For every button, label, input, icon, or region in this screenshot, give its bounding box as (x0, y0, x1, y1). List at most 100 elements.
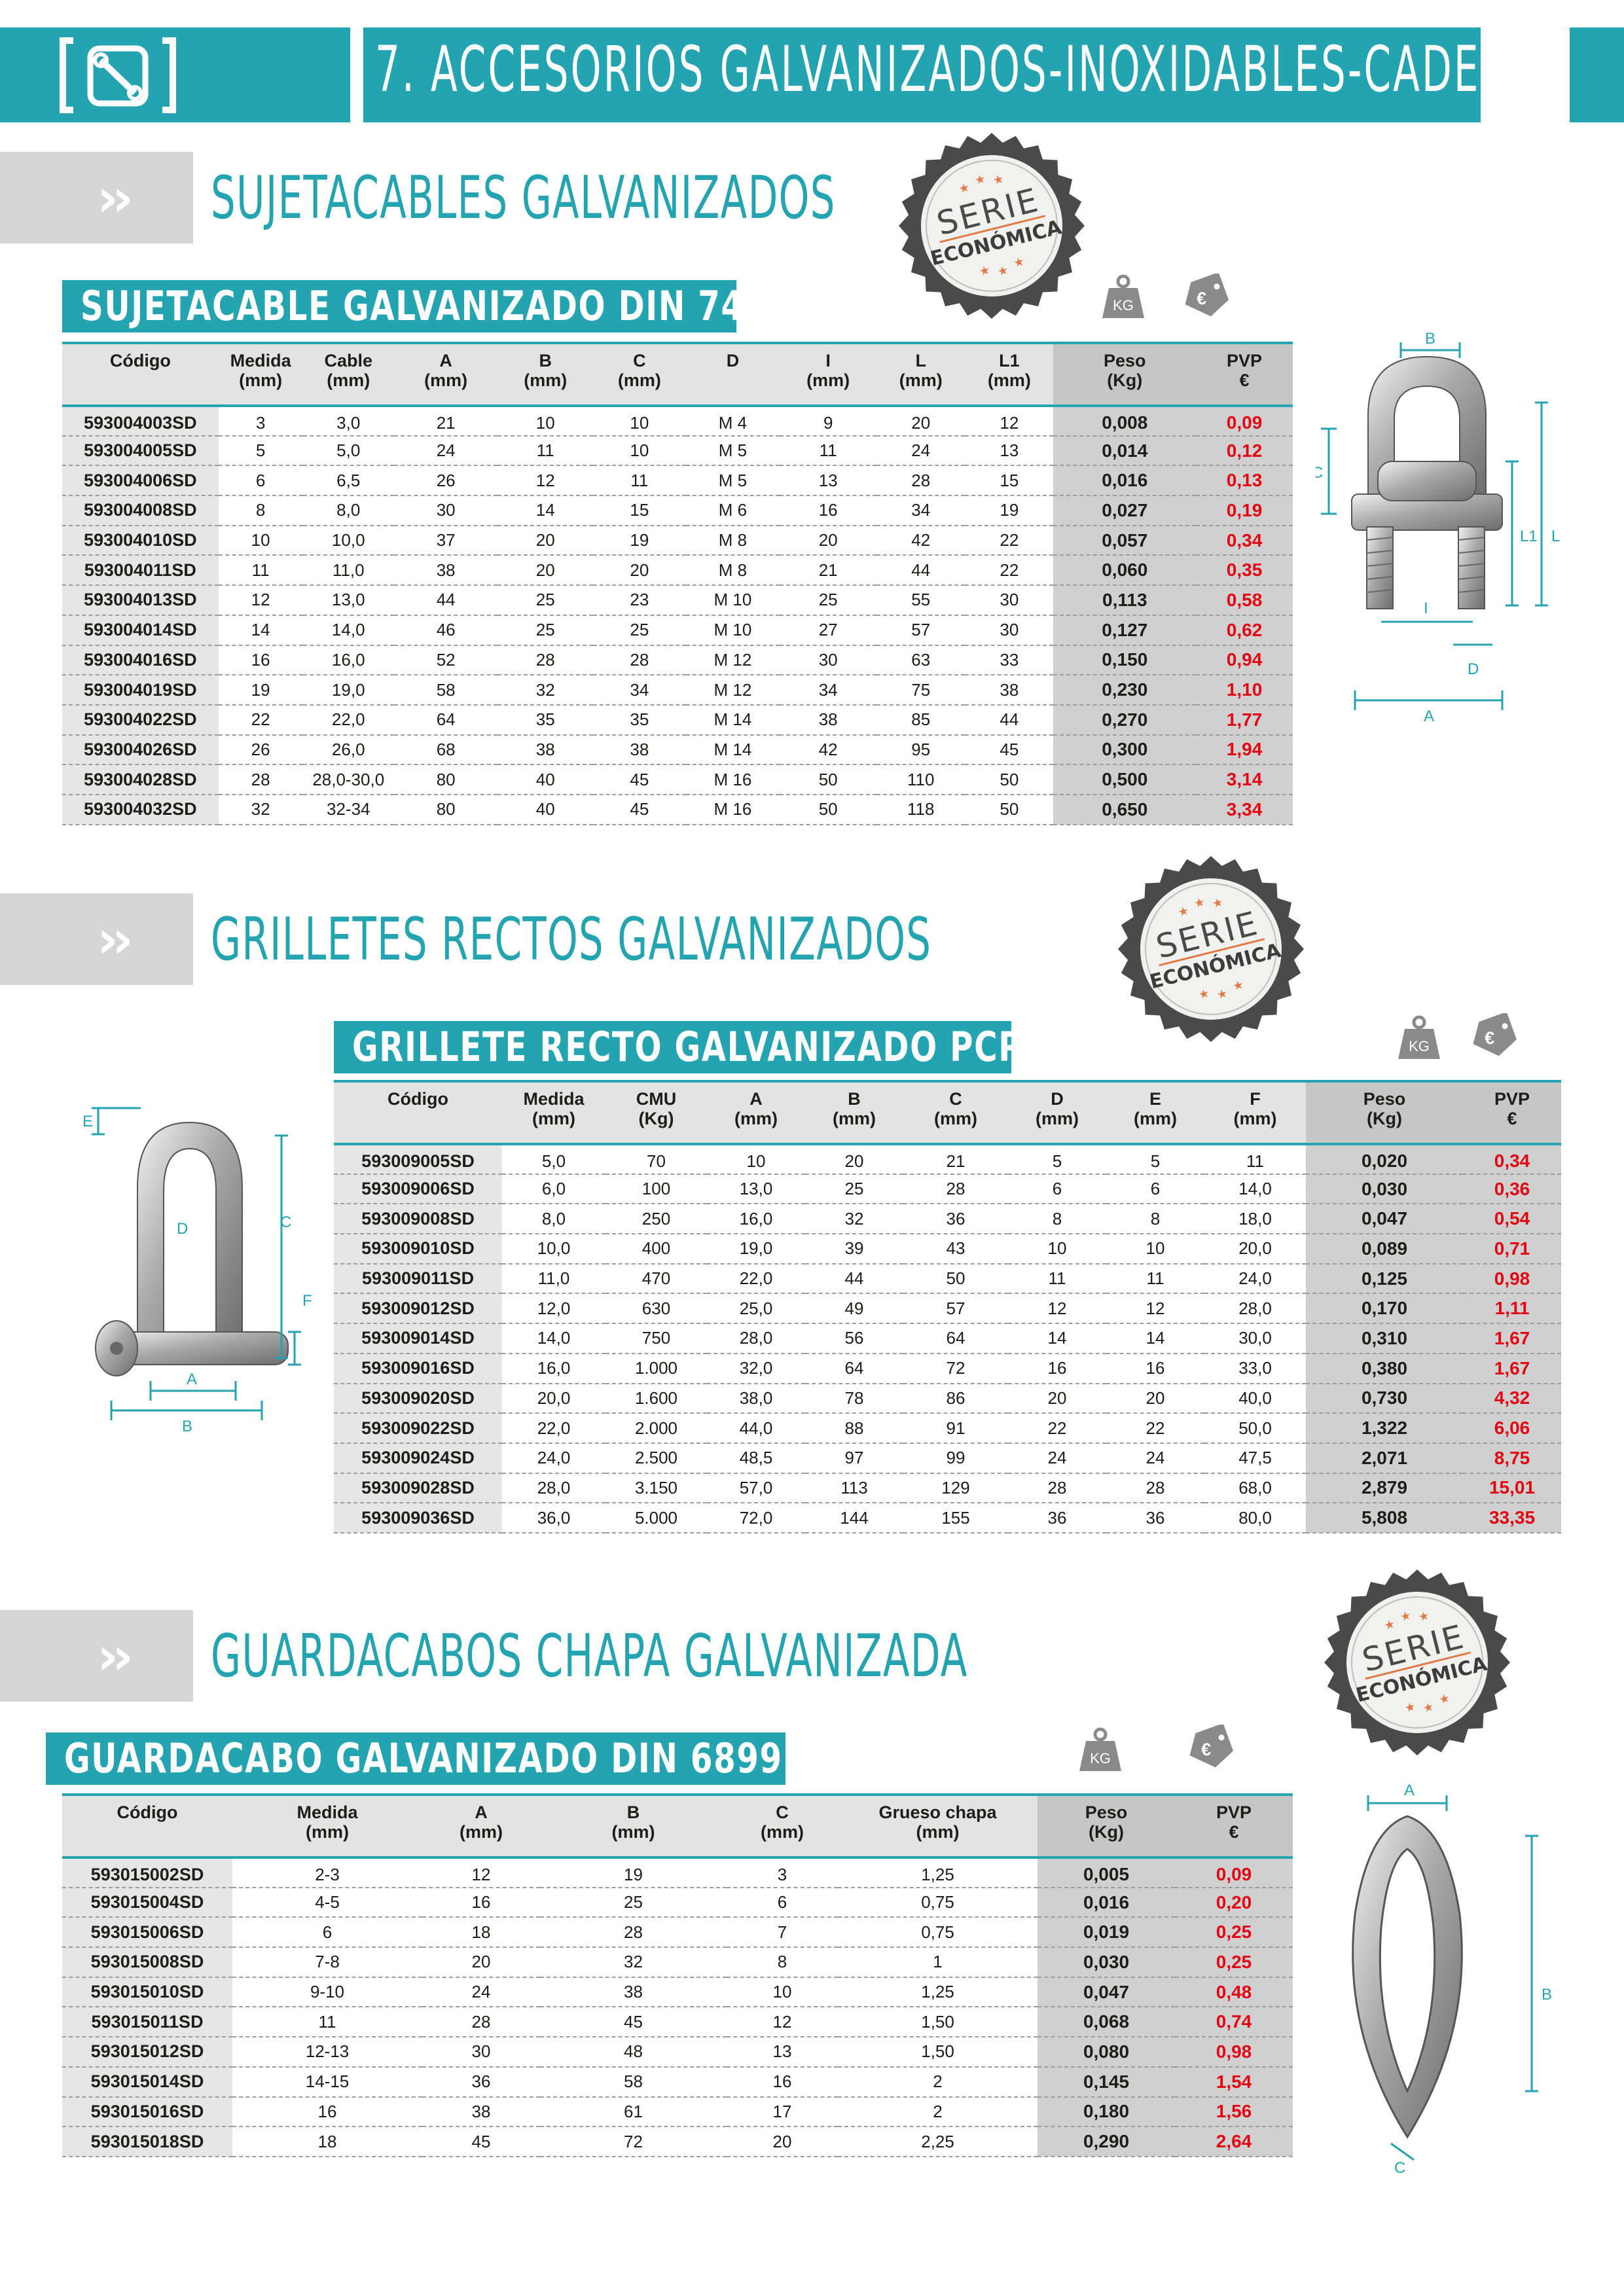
table-cell: 20 (593, 555, 686, 586)
header-gap (1481, 27, 1570, 122)
star-icon: ★ (1216, 986, 1229, 1002)
table-cell: 11 (232, 2007, 422, 2038)
table-row: 593009024SD 24,0 2.500 48,5 97 99 24 24 47,5 2,07… (334, 1443, 1561, 1474)
table-cell: 10 (1106, 1234, 1204, 1265)
column-header-unit: (mm) (806, 370, 850, 390)
column-header-unit: € (1239, 370, 1250, 390)
price-cell: 1,11 (1463, 1293, 1561, 1325)
section-arrow-1: ›› (0, 152, 193, 243)
price-cell: 0,74 (1175, 2007, 1293, 2038)
table-cell: 45 (422, 2126, 540, 2157)
table-cell: 32 (497, 675, 594, 706)
table-row: 593004003SD 3 3,0 21 10 10 M 4 9 20 12 0,008 0,09 (62, 406, 1293, 437)
table-row: 593015008SD 7-8 20 32 8 1 0,030 0,25 (62, 1947, 1293, 1978)
table-cell: 18 (422, 1917, 540, 1948)
header-bar: 7. ACCESORIOS GALVANIZADOS-INOXIDABLES-C… (363, 27, 1587, 122)
table-cell: 46 (393, 615, 498, 646)
table-cell: 19 (593, 525, 686, 556)
table-cell: 97 (805, 1443, 903, 1474)
price-cell: 0,98 (1175, 2037, 1293, 2068)
column-header-label: PVP (1216, 1803, 1252, 1822)
table-cell: 95 (876, 734, 965, 766)
column-header: Medida (mm) (218, 343, 303, 406)
product-code: 593004014SD (62, 615, 219, 646)
product-code: 593004022SD (62, 704, 219, 736)
table-cell: 630 (605, 1293, 707, 1325)
badge-divider (1159, 938, 1265, 967)
price-cell: 8,75 (1463, 1443, 1561, 1474)
weight-cell: 0,380 (1306, 1353, 1463, 1384)
table-cell: 36 (903, 1204, 1008, 1235)
dim-label-c: C (280, 1213, 291, 1231)
table-cell: 5,0 (302, 435, 394, 467)
price-cell: 0,20 (1175, 1887, 1293, 1918)
table-cell: 13,0 (302, 585, 394, 616)
price-cell: 0,36 (1463, 1174, 1561, 1205)
column-header-label: Medida (297, 1803, 358, 1822)
table-cell: 12 (965, 406, 1054, 437)
star-icon: ★ (1012, 255, 1026, 270)
table-cell: 20 (497, 525, 594, 556)
table-cell: M 8 (685, 525, 780, 556)
table-cell: 28 (540, 1917, 727, 1948)
weight-cell: 0,300 (1053, 734, 1197, 766)
price-cell: 0,54 (1463, 1204, 1561, 1235)
table-cell: 18 (232, 2126, 422, 2157)
table-cell: 48,5 (707, 1443, 805, 1474)
table-row: 593015016SD 16 38 61 17 2 0,180 1,56 (62, 2096, 1293, 2128)
column-header-unit: (mm) (524, 370, 568, 390)
table-cell: 18,0 (1204, 1204, 1306, 1235)
column-header-unit: € (1229, 1822, 1239, 1842)
weight-cell: 0,047 (1038, 1977, 1175, 2008)
product-code: 593015004SD (62, 1887, 232, 1918)
double-chevron-icon: ›› (97, 1626, 134, 1687)
column-header: D (685, 343, 780, 406)
table-cell: 45 (540, 2007, 727, 2038)
column-header-label: Cable (324, 351, 372, 370)
column-header: C (mm) (727, 1795, 838, 1857)
table-cell: 63 (876, 645, 965, 676)
table-cell: 56 (805, 1323, 903, 1354)
table-cell: 16 (218, 645, 303, 676)
svg-text:KG: KG (1090, 1750, 1111, 1767)
column-header-label: B (626, 1803, 640, 1822)
table-cell: 36 (422, 2066, 540, 2098)
section-title-1: SUJETACABLES GALVANIZADOS (211, 164, 836, 232)
weight-kg-icon: KG (1398, 1015, 1440, 1059)
column-header-unit: (Kg) (1367, 1109, 1402, 1128)
section-title-3: GUARDACABOS CHAPA GALVANIZADA (211, 1622, 968, 1691)
table-cell: 44 (393, 585, 498, 616)
column-header-label: Peso (1363, 1089, 1406, 1109)
table-cell: 19,0 (707, 1234, 805, 1265)
price-cell: 1,10 (1196, 675, 1293, 706)
table-cell: 64 (903, 1323, 1008, 1354)
product-code: 593015016SD (62, 2096, 232, 2128)
badge-inner-ring (1351, 1596, 1483, 1729)
weight-cell: 0,068 (1038, 2007, 1175, 2038)
dim-label-l: L (1551, 528, 1560, 545)
table-row: 593009016SD 16,0 1.000 32,0 64 72 16 16 33,0 0,38… (334, 1353, 1561, 1384)
column-header-label: PVP (1227, 351, 1263, 370)
table-cell: 11 (593, 465, 686, 497)
column-header: Código (62, 1795, 232, 1857)
badge-inner-circle (1140, 878, 1282, 1020)
column-header-unit: (mm) (899, 370, 943, 390)
table-row: 593015014SD 14-15 36 58 16 2 0,145 1,54 (62, 2066, 1293, 2098)
table-cell: 37 (393, 525, 498, 556)
price-cell: 15,01 (1463, 1473, 1561, 1504)
weight-cell: 0,290 (1038, 2126, 1175, 2157)
table-cell: 12 (1008, 1293, 1106, 1325)
table-cell: 2 (838, 2066, 1038, 2098)
table-cell: 400 (605, 1234, 707, 1265)
header-tab (1571, 27, 1624, 122)
table-cell: 99 (903, 1443, 1008, 1474)
column-header-label: Medida (523, 1089, 585, 1109)
table-row: 593009014SD 14,0 750 28,0 56 64 14 14 30,0 0,310 1… (334, 1323, 1561, 1354)
table-cell: 58 (393, 675, 498, 706)
column-header: B (mm) (497, 343, 594, 406)
price-cell: 3,14 (1196, 764, 1293, 795)
dim-label-a: A (187, 1371, 197, 1388)
column-header-unit: (Kg) (1107, 370, 1143, 390)
table-cell: 57,0 (707, 1473, 805, 1504)
